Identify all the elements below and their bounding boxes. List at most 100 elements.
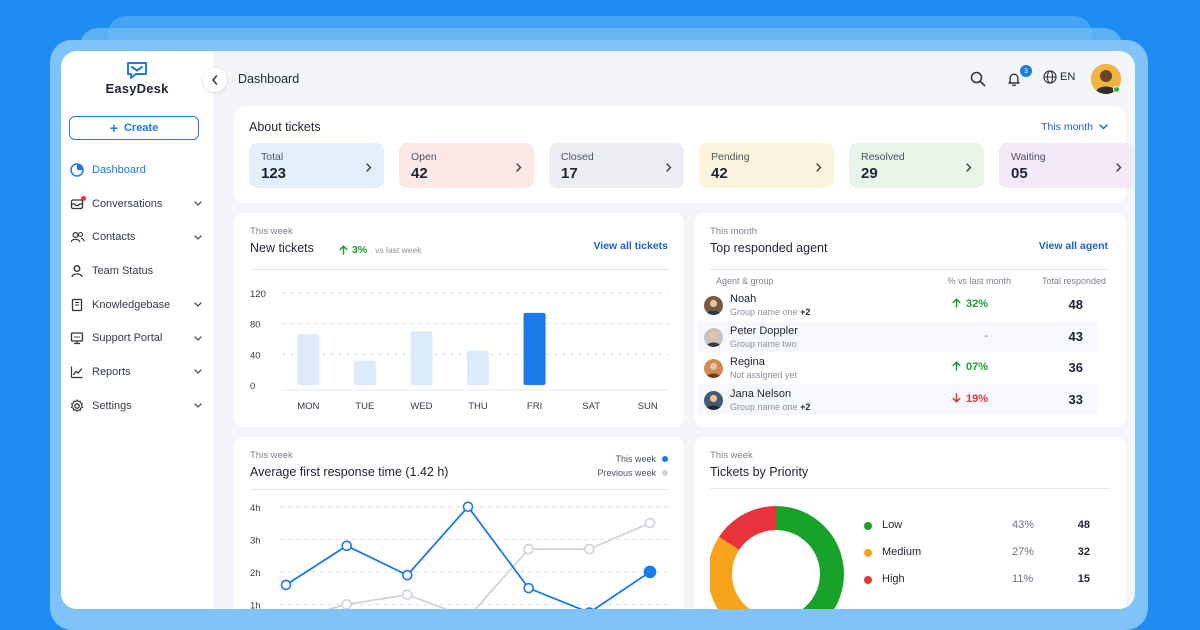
table-row[interactable]: Regina Not assigned yet 07% 36: [697, 352, 1098, 384]
table-row[interactable]: Noah Group name one +2 32% 48: [697, 289, 1098, 321]
legend-this-week-dot: [662, 456, 668, 462]
ticket-tile-open[interactable]: Open 42: [399, 143, 534, 188]
priority-legend-row: Low 43% 48: [864, 518, 1090, 534]
legend-dot: [864, 522, 872, 530]
priority-card: This week Tickets by Priority Low 43% 48 Me…: [694, 437, 1126, 609]
language-code: EN: [1060, 71, 1076, 83]
agent-group: Group name one +2: [730, 307, 810, 317]
col-header-total: Total responded: [1041, 276, 1106, 286]
data-point[interactable]: [643, 565, 657, 579]
sidebar-item-settings[interactable]: Settings: [61, 389, 213, 423]
data-point[interactable]: [523, 543, 534, 555]
chevron-left-icon: [212, 75, 218, 85]
data-point[interactable]: [402, 589, 413, 600]
sidebar-item-contacts[interactable]: Contacts: [61, 220, 213, 254]
donut-slice-low[interactable]: [774, 506, 844, 609]
y-tick-label: 3h: [250, 535, 261, 546]
avg-response-line-chart: 1h 2h 3h 4h: [250, 501, 668, 609]
agent-group-extra: +2: [800, 307, 811, 317]
agent-avatar: [704, 359, 723, 379]
ticket-tile-resolved[interactable]: Resolved 29: [849, 143, 984, 188]
agent-total: 36: [1068, 360, 1083, 376]
ticket-tile-closed[interactable]: Closed 17: [549, 143, 684, 188]
bar-tue[interactable]: [353, 360, 376, 385]
view-all-agent-link[interactable]: View all agent: [1038, 240, 1108, 252]
data-point[interactable]: [523, 582, 534, 594]
priority-donut-chart: [710, 506, 844, 609]
agent-group: Group name two: [730, 339, 797, 349]
sidebar-item-conversations[interactable]: Conversations: [61, 187, 213, 221]
arrow-up-icon: [952, 361, 961, 371]
line-legend: This week Previous week: [597, 454, 668, 478]
brand-name: EasyDesk: [105, 81, 169, 96]
donut-slice-high[interactable]: [719, 506, 776, 550]
tile-value: 42: [411, 165, 428, 182]
data-point[interactable]: [280, 579, 292, 591]
ticket-tile-total[interactable]: Total 123: [249, 143, 384, 188]
sidebar-item-label: Contacts: [92, 231, 136, 244]
notifications-button[interactable]: [1004, 69, 1024, 89]
data-point[interactable]: [584, 543, 595, 555]
chevron-down-icon: [193, 367, 203, 377]
chevron-down-icon: [193, 401, 203, 411]
data-point[interactable]: [341, 540, 352, 552]
sidebar-item-team-status[interactable]: Team Status: [61, 254, 213, 288]
avg-response-title: Average first response time (1.42 h): [250, 465, 449, 479]
data-point[interactable]: [585, 607, 594, 609]
app-window: EasyDesk + Create Dashboard Conversations…: [61, 51, 1135, 609]
sidebar-item-label: Team Status: [92, 264, 154, 277]
create-button[interactable]: + Create: [69, 116, 199, 140]
agent-pct-change: 19%: [952, 393, 988, 405]
ticket-tile-pending[interactable]: Pending 42: [699, 143, 834, 188]
sidebar-item-dashboard[interactable]: Dashboard: [61, 153, 213, 187]
bar-wed[interactable]: [410, 331, 433, 385]
arrow-up-icon: [339, 245, 348, 255]
arrow-up-icon: [952, 298, 961, 308]
x-tick-label: TUE: [355, 401, 374, 412]
collapse-sidebar-button[interactable]: [203, 68, 227, 92]
table-row[interactable]: Jana Nelson Group name one +2 19% 33: [697, 383, 1098, 416]
agent-name: Regina: [730, 356, 765, 369]
bar-fri[interactable]: [523, 312, 546, 385]
x-tick-label: SAT: [582, 401, 600, 412]
contacts-icon: [69, 229, 85, 245]
agent-name: Noah: [730, 293, 757, 305]
book-icon: [69, 297, 85, 313]
data-point[interactable]: [462, 501, 474, 513]
about-tickets-title: About tickets: [249, 120, 321, 134]
agent-avatar: [704, 390, 723, 410]
y-tick-label: 4h: [250, 503, 261, 514]
donut-slice-medium[interactable]: [710, 536, 775, 609]
data-point[interactable]: [402, 569, 413, 581]
legend-previous-week-label: Previous week: [597, 468, 656, 478]
bar-mon[interactable]: [297, 334, 320, 385]
priority-legend-row: Medium 27% 32: [864, 545, 1090, 561]
plus-icon: +: [109, 120, 118, 136]
period-dropdown[interactable]: This month: [1041, 121, 1108, 133]
table-row[interactable]: Peter Doppler Group name two - 43: [697, 320, 1098, 353]
sidebar-item-knowledgebase[interactable]: Knowledgebase: [61, 288, 213, 322]
tile-label: Open: [411, 151, 437, 163]
sidebar-item-label: Conversations: [92, 197, 163, 210]
tile-value: 05: [1011, 165, 1028, 182]
data-point[interactable]: [644, 517, 656, 529]
legend-previous-week: Previous week: [597, 468, 668, 478]
ticket-tile-waiting[interactable]: Waiting 05: [999, 143, 1134, 188]
priority-pct: 27%: [1012, 546, 1035, 558]
x-tick-label: FRI: [527, 401, 542, 412]
sidebar-item-support-portal[interactable]: Support Portal: [61, 321, 213, 355]
divider: [250, 489, 668, 490]
y-tick-label: 80: [250, 320, 261, 331]
agent-group: Not assigned yet: [730, 370, 797, 380]
portal-icon: [69, 330, 85, 346]
about-tickets-card: About tickets This month Total 123 Open 42 C…: [234, 106, 1134, 203]
language-selector[interactable]: EN: [1043, 70, 1075, 84]
view-all-tickets-link[interactable]: View all tickets: [593, 240, 668, 252]
priority-legend-row: High 11% 15: [864, 572, 1090, 588]
frame-bottom-tab: [568, 626, 894, 630]
data-point[interactable]: [341, 599, 352, 609]
new-tickets-change: 3% vs last week: [339, 244, 421, 256]
sidebar-item-reports[interactable]: Reports: [61, 355, 213, 389]
bar-thu[interactable]: [467, 350, 489, 386]
search-button[interactable]: [968, 69, 988, 89]
